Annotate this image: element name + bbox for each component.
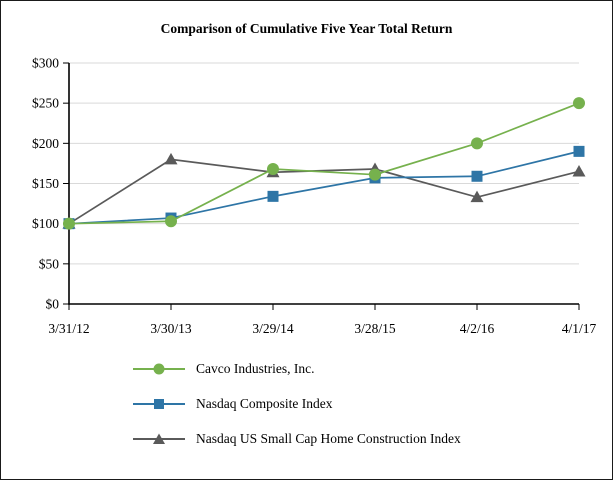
y-tick-label: $200 bbox=[32, 136, 59, 151]
legend-square-icon bbox=[154, 399, 164, 409]
legend-circle-icon bbox=[153, 363, 165, 375]
x-tick-label: 4/2/16 bbox=[460, 321, 495, 336]
series-line bbox=[68, 150, 580, 225]
marker-circle bbox=[573, 97, 585, 110]
series-line bbox=[68, 102, 580, 225]
x-tick-label: 3/31/12 bbox=[48, 321, 89, 336]
y-tick-label: $50 bbox=[39, 256, 60, 271]
x-tick-label: 3/29/14 bbox=[252, 321, 294, 336]
x-tick-label: 3/30/13 bbox=[150, 321, 192, 336]
marker-triangle bbox=[572, 164, 586, 177]
legend-item-nasdaq-smallcap: Nasdaq US Small Cap Home Construction In… bbox=[133, 429, 563, 449]
marker-triangle bbox=[164, 152, 178, 165]
marker-triangle bbox=[470, 190, 484, 203]
y-tick-label: $300 bbox=[32, 56, 59, 71]
marker-circle bbox=[369, 168, 381, 181]
marker-circle bbox=[471, 137, 483, 150]
legend-item-cavco: Cavco Industries, Inc. bbox=[133, 359, 563, 379]
marker-square bbox=[573, 145, 585, 157]
x-tick-label: 4/1/17 bbox=[562, 321, 597, 336]
legend-triangle-icon bbox=[153, 433, 165, 444]
legend-label-cavco: Cavco Industries, Inc. bbox=[196, 361, 315, 376]
chart-title: Comparison of Cumulative Five Year Total… bbox=[160, 21, 453, 36]
y-tick-label: $0 bbox=[46, 297, 60, 312]
marker-circle bbox=[165, 215, 177, 228]
legend-marker-triangle-icon bbox=[133, 433, 185, 444]
marker-circle bbox=[63, 217, 75, 230]
y-tick-label: $250 bbox=[32, 96, 59, 111]
y-tick-label: $100 bbox=[32, 216, 59, 231]
marker-square bbox=[471, 170, 483, 182]
legend-label-nasdaq-smallcap: Nasdaq US Small Cap Home Construction In… bbox=[196, 431, 461, 446]
legend-item-nasdaq-composite: Nasdaq Composite Index bbox=[133, 394, 563, 414]
y-tick-label: $150 bbox=[32, 176, 59, 191]
series-line bbox=[68, 158, 580, 225]
legend: Cavco Industries, Inc. Nasdaq Composite … bbox=[133, 359, 563, 464]
legend-label-nasdaq-composite: Nasdaq Composite Index bbox=[196, 396, 333, 411]
marker-square bbox=[267, 190, 279, 202]
legend-marker-square-icon bbox=[133, 399, 185, 409]
legend-marker-circle-icon bbox=[133, 363, 185, 375]
marker-circle bbox=[267, 163, 279, 176]
x-tick-label: 3/28/15 bbox=[354, 321, 396, 336]
